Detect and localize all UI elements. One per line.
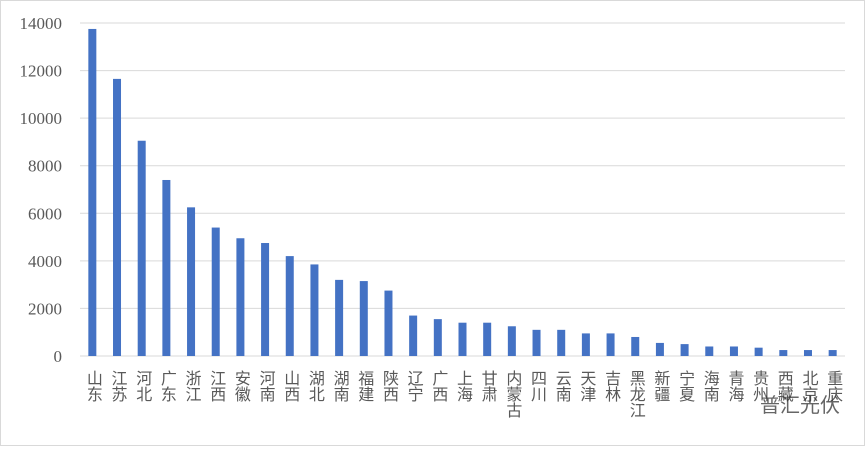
bar: [359, 281, 368, 356]
bar: [88, 28, 97, 356]
y-tick-label: 0: [54, 347, 63, 366]
bar: [532, 329, 541, 356]
x-tick-label: 新疆: [651, 370, 670, 402]
x-tick-label: 河北: [133, 370, 152, 402]
bar: [310, 264, 319, 356]
x-tick-label: 青海: [725, 370, 744, 402]
x-tick-label: 江西: [207, 370, 226, 402]
x-tick-label: 天津: [577, 370, 596, 402]
bar: [285, 256, 294, 356]
bar: [557, 329, 566, 356]
bar: [754, 347, 763, 356]
bar: [409, 315, 418, 356]
x-tick-label: 吉林: [602, 370, 621, 402]
bar: [606, 333, 615, 356]
bar: [680, 344, 689, 356]
x-tick-label: 广东: [158, 370, 177, 402]
x-tick-label: 内蒙古: [503, 370, 522, 418]
bar: [581, 333, 590, 356]
x-tick-label: 广西: [429, 370, 448, 402]
x-tick-label: 海南: [701, 370, 720, 402]
y-tick-label: 12000: [20, 62, 63, 81]
x-tick-label: 黑龙江: [627, 370, 646, 418]
y-tick-label: 10000: [20, 109, 63, 128]
x-tick-label: 西藏: [775, 370, 794, 403]
x-tick-label: 辽宁: [405, 370, 424, 402]
y-tick-label: 8000: [28, 157, 62, 176]
bar: [483, 322, 492, 356]
x-tick-label: 贵州: [750, 370, 769, 402]
x-tick-label: 浙江: [183, 370, 202, 402]
bar: [631, 336, 640, 356]
y-tick-label: 4000: [28, 252, 62, 271]
bar: [211, 227, 220, 356]
bar: [433, 319, 442, 356]
bar: [729, 346, 738, 356]
y-tick-label: 14000: [20, 14, 63, 33]
x-tick-label: 山东: [84, 370, 102, 402]
x-tick-label: 福建: [355, 370, 374, 402]
x-tick-label: 重庆: [824, 370, 843, 402]
bar: [113, 78, 122, 357]
bar: [137, 140, 146, 356]
x-tick-label: 云南: [553, 370, 572, 402]
x-tick-label: 陕西: [380, 370, 399, 402]
x-tick-label: 宁夏: [676, 370, 695, 402]
x-tick-label: 北京: [799, 370, 818, 403]
x-tick-label: 山西: [281, 370, 300, 402]
bar: [162, 179, 171, 356]
x-tick-label: 甘肃: [479, 370, 498, 402]
bar: [261, 243, 270, 356]
x-tick-label: 上海: [454, 370, 473, 402]
watermark: 普汇光伏: [760, 394, 840, 417]
x-tick-label: 四川: [528, 370, 547, 402]
bar: [655, 342, 664, 356]
x-tick-label: 安徽: [232, 370, 251, 402]
x-tick-label: 河南: [257, 370, 276, 402]
bar: [384, 290, 393, 356]
y-tick-label: 2000: [28, 299, 62, 318]
x-tick-label: 湖南: [331, 370, 350, 402]
bar: [705, 346, 714, 356]
bar: [335, 279, 344, 356]
bar: [507, 326, 516, 356]
bar: [458, 322, 467, 356]
bar: [779, 350, 788, 356]
x-tick-label: 湖北: [306, 370, 325, 402]
bar: [187, 207, 196, 356]
y-tick-label: 6000: [28, 204, 62, 223]
bar: [803, 350, 812, 356]
bar: [236, 238, 245, 356]
x-tick-label: 江苏: [109, 370, 128, 403]
bar: [828, 350, 837, 356]
